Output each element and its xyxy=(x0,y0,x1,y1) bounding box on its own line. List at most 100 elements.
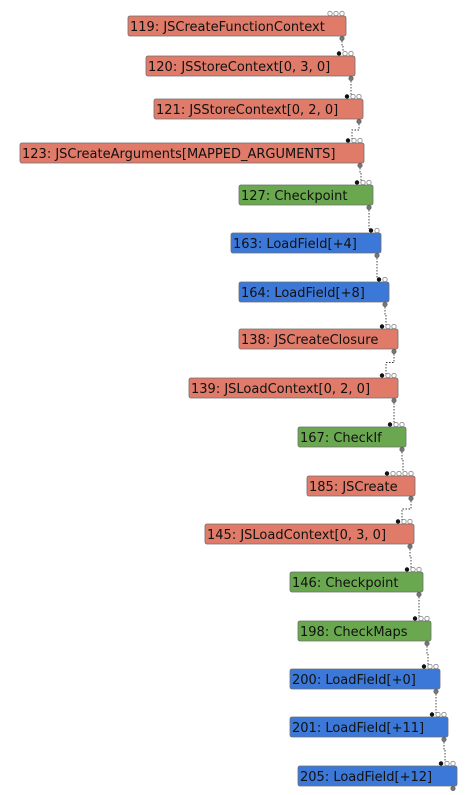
input-port[interactable] xyxy=(348,50,354,57)
graph-node-123[interactable]: 123: JSCreateArguments[MAPPED_ARGUMENTS] xyxy=(19,137,365,169)
output-port[interactable] xyxy=(357,163,363,169)
node-box[interactable] xyxy=(127,15,347,37)
node-box[interactable] xyxy=(153,98,364,120)
output-port[interactable] xyxy=(441,736,447,742)
input-port[interactable] xyxy=(344,94,350,99)
output-port[interactable] xyxy=(424,640,430,646)
input-port[interactable] xyxy=(391,372,397,379)
output-port[interactable] xyxy=(407,543,413,549)
input-port[interactable] xyxy=(418,615,424,622)
node-box[interactable] xyxy=(238,328,399,350)
output-port[interactable] xyxy=(416,591,422,597)
node-box[interactable] xyxy=(238,281,390,303)
node-box[interactable] xyxy=(204,523,415,545)
input-port[interactable] xyxy=(379,324,385,329)
node-box[interactable] xyxy=(188,377,399,399)
input-port[interactable] xyxy=(327,10,333,17)
graph-node-145[interactable]: 145: JSLoadContext[0, 3, 0] xyxy=(204,518,415,549)
node-box[interactable] xyxy=(297,765,458,787)
output-port[interactable] xyxy=(433,688,439,694)
node-box[interactable] xyxy=(289,668,441,690)
input-port[interactable] xyxy=(412,616,418,621)
output-port[interactable] xyxy=(339,35,345,41)
input-port[interactable] xyxy=(366,179,372,186)
input-port[interactable] xyxy=(395,519,401,524)
input-port[interactable] xyxy=(435,711,441,718)
input-port[interactable] xyxy=(399,421,405,428)
input-port[interactable] xyxy=(433,663,439,670)
input-port[interactable] xyxy=(339,10,345,17)
input-port[interactable] xyxy=(396,470,402,477)
input-port[interactable] xyxy=(336,51,342,56)
graph-node-121[interactable]: 121: JSStoreContext[0, 2, 0] xyxy=(153,93,364,125)
input-port[interactable] xyxy=(421,664,427,669)
graph-node-198[interactable]: 198: CheckMaps xyxy=(297,615,432,646)
input-port[interactable] xyxy=(438,761,444,766)
output-port[interactable] xyxy=(382,301,388,307)
output-port[interactable] xyxy=(391,397,397,403)
graph-node-163[interactable]: 163: LoadField[+4] xyxy=(230,227,382,259)
output-port[interactable] xyxy=(408,495,414,501)
output-port[interactable] xyxy=(374,253,380,259)
graph-node-200[interactable]: 200: LoadField[+0] xyxy=(289,663,441,694)
input-port[interactable] xyxy=(410,566,416,573)
input-port[interactable] xyxy=(390,470,396,477)
node-box[interactable] xyxy=(289,571,424,593)
node-box[interactable] xyxy=(238,184,374,206)
node-box[interactable] xyxy=(145,55,356,77)
node-box[interactable] xyxy=(297,426,407,448)
input-port[interactable] xyxy=(350,93,356,100)
input-port[interactable] xyxy=(416,566,422,573)
input-port[interactable] xyxy=(360,179,366,186)
output-port[interactable] xyxy=(366,205,372,211)
input-port[interactable] xyxy=(379,373,385,378)
output-port[interactable] xyxy=(399,446,405,452)
graph-node-164[interactable]: 164: LoadField[+8] xyxy=(238,276,390,307)
node-box[interactable] xyxy=(306,475,416,497)
input-port[interactable] xyxy=(382,276,388,283)
node-box[interactable] xyxy=(19,142,365,164)
input-port[interactable] xyxy=(391,323,397,330)
input-port[interactable] xyxy=(384,471,390,476)
input-port[interactable] xyxy=(351,137,357,144)
input-port[interactable] xyxy=(357,137,363,144)
graph-node-127[interactable]: 127: Checkpoint xyxy=(238,179,374,211)
input-port[interactable] xyxy=(374,227,380,234)
graph-node-201[interactable]: 201: LoadField[+11] xyxy=(289,711,449,742)
input-port[interactable] xyxy=(393,421,399,428)
input-port[interactable] xyxy=(356,93,362,100)
input-port[interactable] xyxy=(407,518,413,525)
graph-node-138[interactable]: 138: JSCreateClosure xyxy=(238,323,399,354)
output-port[interactable] xyxy=(356,119,362,125)
graph-node-167[interactable]: 167: CheckIf xyxy=(297,421,407,452)
input-port[interactable] xyxy=(408,470,414,477)
input-port[interactable] xyxy=(345,138,351,143)
input-port[interactable] xyxy=(441,711,447,718)
graph-node-119[interactable]: 119: JSCreateFunctionContext xyxy=(127,10,347,41)
input-port[interactable] xyxy=(368,228,374,233)
graph-node-146[interactable]: 146: Checkpoint xyxy=(289,566,424,597)
input-port[interactable] xyxy=(401,518,407,525)
input-port[interactable] xyxy=(342,50,348,57)
input-port[interactable] xyxy=(333,10,339,17)
node-box[interactable] xyxy=(289,716,449,738)
output-port[interactable] xyxy=(450,785,456,791)
graph-node-185[interactable]: 185: JSCreate xyxy=(306,470,416,501)
input-port[interactable] xyxy=(444,760,450,767)
graph-node-139[interactable]: 139: JSLoadContext[0, 2, 0] xyxy=(188,372,399,403)
graph-node-205[interactable]: 205: LoadField[+12] xyxy=(297,760,458,791)
input-port[interactable] xyxy=(387,422,393,427)
input-port[interactable] xyxy=(424,615,430,622)
input-port[interactable] xyxy=(385,372,391,379)
input-port[interactable] xyxy=(385,323,391,330)
input-port[interactable] xyxy=(404,567,410,572)
input-port[interactable] xyxy=(376,277,382,282)
node-box[interactable] xyxy=(230,232,382,254)
output-port[interactable] xyxy=(348,76,354,82)
input-port[interactable] xyxy=(354,180,360,185)
graph-node-120[interactable]: 120: JSStoreContext[0, 3, 0] xyxy=(145,50,356,82)
node-box[interactable] xyxy=(297,620,432,642)
input-port[interactable] xyxy=(429,712,435,717)
input-port[interactable] xyxy=(450,760,456,767)
input-port[interactable] xyxy=(427,663,433,670)
